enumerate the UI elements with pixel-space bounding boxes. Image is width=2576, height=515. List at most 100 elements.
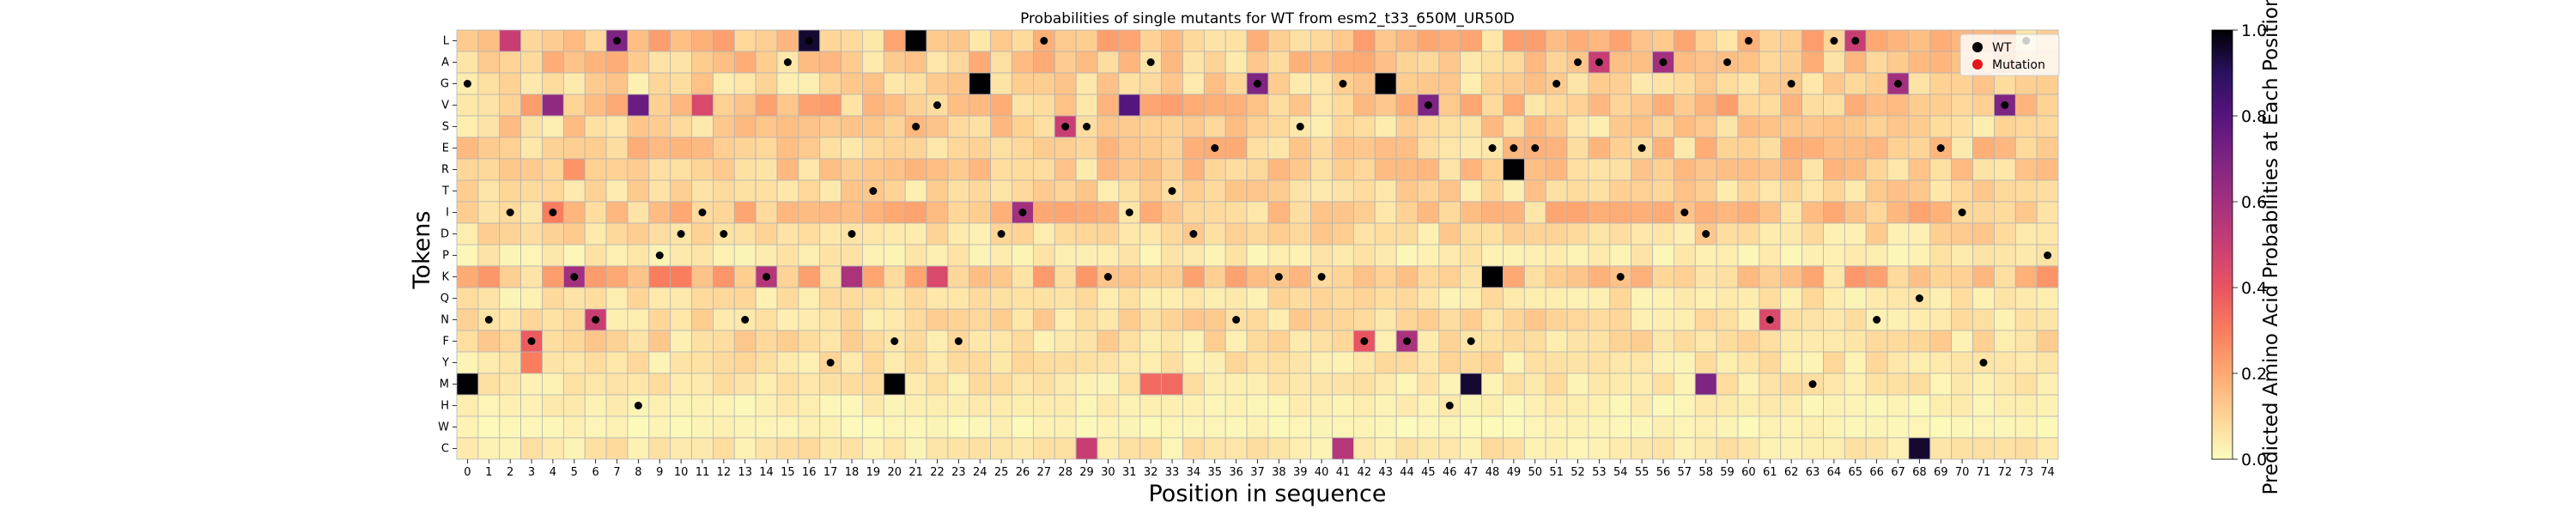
heatmap-cell [627, 158, 650, 181]
heatmap-cell [542, 437, 564, 460]
heatmap-cell [969, 115, 992, 138]
heatmap-cell [1566, 201, 1589, 224]
heatmap-cell [1780, 179, 1802, 203]
heatmap-cell [1139, 373, 1162, 396]
heatmap-cell [542, 394, 564, 417]
heatmap-cell [1609, 222, 1632, 245]
heatmap-cell [1694, 51, 1717, 74]
heatmap-cell [1545, 308, 1568, 331]
heatmap-cell [605, 330, 629, 353]
heatmap-cell [798, 330, 821, 353]
heatmap-cell [520, 351, 543, 374]
heatmap-cell [1481, 72, 1504, 95]
heatmap-cell [713, 287, 735, 310]
heatmap-cell [456, 330, 479, 353]
heatmap-cell [926, 415, 949, 439]
legend-wt-marker [1972, 42, 1983, 52]
heatmap-cell [1054, 94, 1077, 117]
heatmap-cell [1118, 29, 1141, 52]
heatmap-cell [1481, 330, 1504, 353]
heatmap-cell [670, 136, 692, 160]
heatmap-cell [477, 115, 501, 138]
heatmap-cell [1054, 72, 1077, 95]
heatmap-cells [456, 29, 2059, 460]
heatmap-cell [1203, 51, 1226, 74]
heatmap-cell [990, 29, 1012, 52]
heatmap-cell [1503, 330, 1525, 353]
heatmap-cell [1374, 29, 1397, 52]
x-tick-label: 13 [738, 466, 752, 479]
heatmap-cell [520, 373, 543, 396]
wt-marker [613, 37, 621, 45]
heatmap-cell [1886, 351, 1910, 374]
heatmap-cell [1566, 287, 1589, 310]
heatmap-cell [1588, 72, 1611, 95]
heatmap-cell [841, 330, 863, 353]
heatmap-cell [1716, 373, 1739, 396]
heatmap-cell [1332, 394, 1354, 417]
heatmap-cell [584, 51, 607, 74]
y-tick-label: Y [441, 357, 449, 370]
heatmap-cell [1716, 72, 1739, 95]
heatmap-cell [1737, 244, 1760, 267]
heatmap-cell [755, 136, 778, 160]
heatmap-cell [1801, 437, 1824, 460]
heatmap-cell [1823, 201, 1845, 224]
heatmap-cell [1395, 308, 1419, 331]
heatmap-cell [1395, 94, 1419, 117]
heatmap-cell [713, 394, 735, 417]
heatmap-cell [1566, 158, 1589, 181]
heatmap-cell [584, 179, 607, 203]
heatmap-cell [1588, 115, 1611, 138]
heatmap-cell [1780, 51, 1802, 74]
heatmap-cell [947, 179, 970, 203]
heatmap-cell [1224, 415, 1248, 439]
heatmap-cell [2036, 308, 2059, 331]
heatmap-cell [819, 29, 841, 52]
heatmap-cell [1523, 308, 1546, 331]
x-tick-label: 56 [1656, 466, 1671, 479]
heatmap-cell [542, 287, 564, 310]
heatmap-cell [1993, 158, 2016, 181]
heatmap-cell [1224, 437, 1248, 460]
y-tick-label: T [441, 185, 449, 198]
legend-mutation-marker [1972, 59, 1983, 70]
heatmap-cell [477, 394, 501, 417]
heatmap-cell [1182, 136, 1205, 160]
heatmap-cell [755, 394, 778, 417]
heatmap-cell [969, 136, 992, 160]
heatmap-cell [1395, 415, 1419, 439]
heatmap-cell [648, 136, 671, 160]
heatmap-cell [1246, 330, 1269, 353]
heatmap-cell [1929, 94, 1953, 117]
heatmap-cell [1631, 351, 1653, 374]
heatmap-cell [883, 51, 906, 74]
wt-marker [1915, 294, 1923, 302]
heatmap-cell [456, 29, 479, 52]
heatmap-cell [1759, 415, 1782, 439]
heatmap-cell [904, 115, 927, 138]
heatmap-cell [542, 115, 564, 138]
heatmap-cell [1075, 265, 1098, 288]
heatmap-cell [1012, 244, 1034, 267]
heatmap-cell [904, 351, 927, 374]
heatmap-cell [1566, 437, 1589, 460]
heatmap-cell [1139, 201, 1162, 224]
heatmap-cell [755, 29, 778, 52]
heatmap-cell [1267, 136, 1291, 160]
heatmap-cell [2014, 72, 2038, 95]
heatmap-cell [1075, 29, 1098, 52]
heatmap-cell [904, 179, 927, 203]
heatmap-cell [1012, 330, 1034, 353]
heatmap-cell [1395, 373, 1419, 396]
heatmap-cell [1332, 115, 1354, 138]
heatmap-cell [1865, 29, 1888, 52]
heatmap-cell [1523, 94, 1546, 117]
wt-marker [1317, 273, 1326, 281]
wt-marker [592, 316, 600, 324]
heatmap-cell [520, 29, 543, 52]
heatmap-cell [499, 308, 521, 331]
heatmap-cell [904, 244, 927, 267]
heatmap-cell [1075, 222, 1098, 245]
heatmap-cell [1716, 244, 1739, 267]
